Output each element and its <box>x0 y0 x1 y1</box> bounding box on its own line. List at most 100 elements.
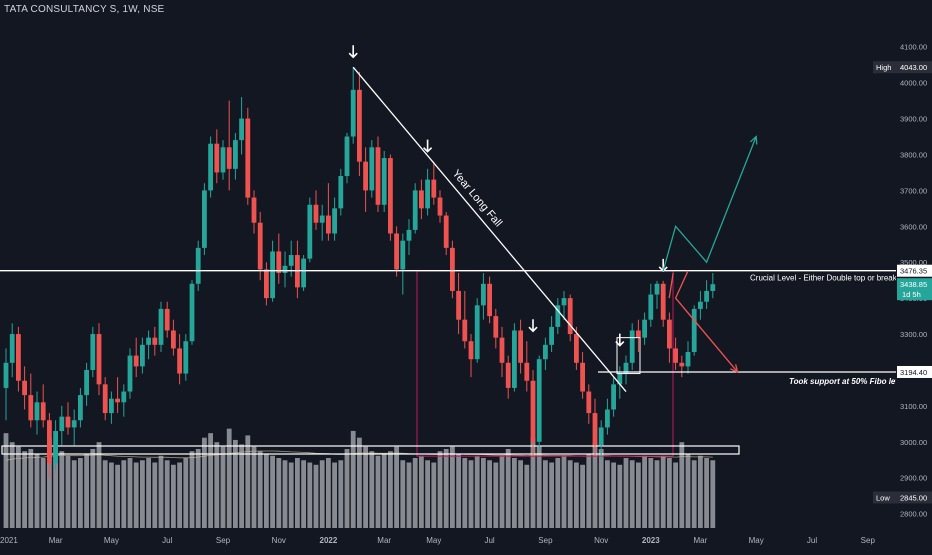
candle-body <box>264 269 269 299</box>
volume-bar <box>543 460 548 528</box>
high-price-tag-label-bg <box>873 61 897 74</box>
candle-body <box>493 316 499 338</box>
candle-body <box>40 402 46 421</box>
volume-bar <box>16 446 21 528</box>
candle-body <box>431 179 437 198</box>
volume-bar <box>220 446 226 528</box>
trendline <box>352 66 627 392</box>
candle-body <box>164 308 170 331</box>
x-tick-label: 2022 <box>320 536 338 545</box>
volume-bar <box>257 451 263 528</box>
candle-body <box>115 398 120 403</box>
volume-bar <box>555 458 561 528</box>
candle-body <box>425 179 430 209</box>
candle-body <box>530 380 536 442</box>
candle-body <box>710 284 716 291</box>
volume-bar <box>239 444 244 528</box>
candle-body <box>536 359 542 442</box>
candle-body <box>499 337 505 363</box>
candle-body <box>443 215 449 248</box>
candle-body <box>586 391 592 414</box>
candle-body <box>462 319 468 342</box>
candle-body <box>592 413 598 446</box>
volume-bar <box>450 446 455 528</box>
volume-bar <box>524 464 530 528</box>
candle-body <box>84 369 89 396</box>
candle-body <box>437 197 443 216</box>
candle-body <box>673 348 678 363</box>
y-tick-label: 2900.00 <box>900 474 927 483</box>
candle-body <box>276 251 282 273</box>
y-tick-label: 3900.00 <box>900 115 927 124</box>
candle-body <box>685 352 691 367</box>
volume-bar <box>127 458 133 528</box>
low-price-tag-value-bg <box>897 491 932 504</box>
candle-body <box>171 330 176 349</box>
candle-body <box>338 176 344 209</box>
candle-body <box>474 305 480 360</box>
volume-bar <box>78 458 83 528</box>
volume-bar <box>28 448 34 528</box>
candle-body <box>96 334 102 385</box>
volume-bar <box>3 433 9 528</box>
volume-bar <box>164 460 170 528</box>
volume-bar <box>140 460 145 528</box>
symbol-title: TATA CONSULTANCY S, 1W, NSE <box>4 4 165 15</box>
volume-bar <box>648 458 654 528</box>
candle-body <box>214 143 220 173</box>
volume-bar <box>691 460 697 528</box>
volume-bar <box>96 442 102 528</box>
candle-body <box>555 305 561 327</box>
candle-body <box>704 290 709 302</box>
volume-bar <box>171 464 176 528</box>
candle-body <box>319 215 325 223</box>
volume-bar <box>115 464 120 528</box>
candle-body <box>412 190 418 230</box>
volume-bar <box>592 442 598 528</box>
volume-bar <box>301 460 306 528</box>
volume-bar <box>338 460 344 528</box>
volume-bar <box>40 458 46 528</box>
candle-body <box>245 118 251 198</box>
volume-bar <box>158 455 164 528</box>
volume-bar <box>561 455 567 528</box>
support-annotation: Took support at 50% Fibo level <box>789 377 907 386</box>
candle-body <box>629 330 635 363</box>
candle-body <box>28 395 34 421</box>
volume-bar <box>375 455 381 528</box>
candle-body <box>152 337 158 345</box>
candle-body <box>611 384 616 410</box>
candle-body <box>59 416 65 432</box>
volume-bar <box>65 455 71 528</box>
candle-body <box>146 337 151 345</box>
support-price-tag-value: 3194.40 <box>900 368 927 377</box>
candle-body <box>456 290 461 320</box>
volume-bar <box>642 455 647 528</box>
volume-bar <box>381 453 387 528</box>
volume-bar <box>598 448 604 528</box>
volume-bar <box>388 451 393 528</box>
resistance-price-tag-value-bg <box>897 264 932 277</box>
resistance-price-tag-value: 3476.35 <box>900 267 927 276</box>
volume-bar <box>282 460 288 528</box>
volume-bar <box>9 442 15 528</box>
volume-bar <box>400 460 406 528</box>
volume-bar <box>226 428 232 528</box>
volume-bar <box>332 462 337 528</box>
volume-bar <box>623 458 629 528</box>
volume-bar <box>264 453 269 528</box>
candle-body <box>512 330 517 388</box>
volume-bar <box>133 462 139 528</box>
down-arrow-marker <box>528 319 538 333</box>
volume-bar <box>456 453 461 528</box>
volume-bar <box>419 455 424 528</box>
volume-bar <box>152 462 158 528</box>
candle-body <box>251 197 257 223</box>
volume-bar <box>344 448 350 528</box>
candle-body <box>487 283 492 317</box>
x-tick-label: 2021 <box>0 536 18 545</box>
volume-bar <box>53 446 58 528</box>
volume-bar <box>251 446 257 528</box>
